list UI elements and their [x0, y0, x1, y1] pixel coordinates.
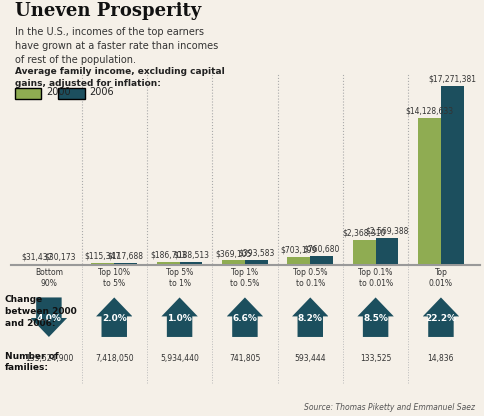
- Text: $703,199: $703,199: [280, 245, 317, 255]
- Bar: [179, 262, 202, 264]
- Text: $17,271,381: $17,271,381: [427, 74, 475, 83]
- Text: Change
between 2000
and 2006:: Change between 2000 and 2006:: [5, 295, 76, 328]
- Text: 4.0%: 4.0%: [36, 314, 61, 323]
- Bar: [417, 118, 440, 264]
- Text: 14,836: 14,836: [427, 354, 453, 364]
- Text: Top 0.5%
to 0.1%: Top 0.5% to 0.1%: [292, 268, 327, 288]
- Text: Top 1%
to 0.5%: Top 1% to 0.5%: [230, 268, 259, 288]
- Text: $393,583: $393,583: [238, 249, 274, 258]
- Bar: [114, 263, 137, 264]
- Text: Top 10%
to 5%: Top 10% to 5%: [98, 268, 130, 288]
- Text: 8.5%: 8.5%: [363, 314, 387, 323]
- Bar: [352, 240, 375, 264]
- Text: 22.2%: 22.2%: [424, 314, 455, 323]
- Polygon shape: [422, 297, 458, 337]
- Text: 6.6%: 6.6%: [232, 314, 257, 323]
- Polygon shape: [357, 297, 393, 337]
- Text: Bottom
90%: Bottom 90%: [35, 268, 63, 288]
- Text: $186,703: $186,703: [150, 251, 186, 260]
- Text: 2.0%: 2.0%: [102, 314, 126, 323]
- Polygon shape: [291, 297, 328, 337]
- Polygon shape: [161, 297, 197, 337]
- Bar: [222, 260, 244, 264]
- Text: Source: Thomas Piketty and Emmanuel Saez: Source: Thomas Piketty and Emmanuel Saez: [303, 403, 474, 412]
- Text: Average family income, excluding capital
gains, adjusted for inflation:: Average family income, excluding capital…: [15, 67, 224, 88]
- Bar: [244, 260, 267, 264]
- Text: 8.2%: 8.2%: [297, 314, 322, 323]
- Text: 593,444: 593,444: [294, 354, 325, 364]
- Bar: [156, 262, 179, 264]
- Text: 5,934,440: 5,934,440: [160, 354, 198, 364]
- Text: Number of
families:: Number of families:: [5, 352, 59, 372]
- Polygon shape: [96, 297, 132, 337]
- Polygon shape: [227, 297, 262, 337]
- Text: Top 0.1%
to 0.01%: Top 0.1% to 0.01%: [358, 268, 392, 288]
- Text: $30,173: $30,173: [45, 253, 76, 262]
- Text: 1.0%: 1.0%: [167, 314, 192, 323]
- Text: $369,105: $369,105: [215, 249, 251, 258]
- Text: $31,437: $31,437: [22, 253, 53, 262]
- Bar: [375, 238, 398, 264]
- Text: $760,680: $760,680: [303, 245, 339, 254]
- Text: 133,524,900: 133,524,900: [25, 354, 73, 364]
- Text: $188,513: $188,513: [173, 251, 209, 260]
- Text: 2000: 2000: [46, 87, 71, 97]
- Polygon shape: [30, 297, 67, 337]
- Text: $117,688: $117,688: [107, 252, 143, 261]
- Text: Uneven Prosperity: Uneven Prosperity: [15, 2, 200, 20]
- Text: Top 5%
to 1%: Top 5% to 1%: [166, 268, 193, 288]
- Bar: [91, 263, 114, 264]
- Text: $14,128,633: $14,128,633: [405, 107, 453, 116]
- Text: $2,368,310: $2,368,310: [342, 228, 385, 238]
- Text: $2,569,388: $2,569,388: [364, 226, 408, 235]
- Bar: [287, 257, 310, 264]
- Text: $115,347: $115,347: [85, 252, 121, 261]
- Text: 133,525: 133,525: [359, 354, 391, 364]
- Text: 7,418,050: 7,418,050: [95, 354, 133, 364]
- Bar: [440, 86, 463, 264]
- Text: Top
0.01%: Top 0.01%: [428, 268, 452, 288]
- Bar: [310, 256, 333, 264]
- Text: 741,805: 741,805: [229, 354, 260, 364]
- Text: In the U.S., incomes of the top earners
have grown at a faster rate than incomes: In the U.S., incomes of the top earners …: [15, 27, 217, 65]
- Text: 2006: 2006: [90, 87, 114, 97]
